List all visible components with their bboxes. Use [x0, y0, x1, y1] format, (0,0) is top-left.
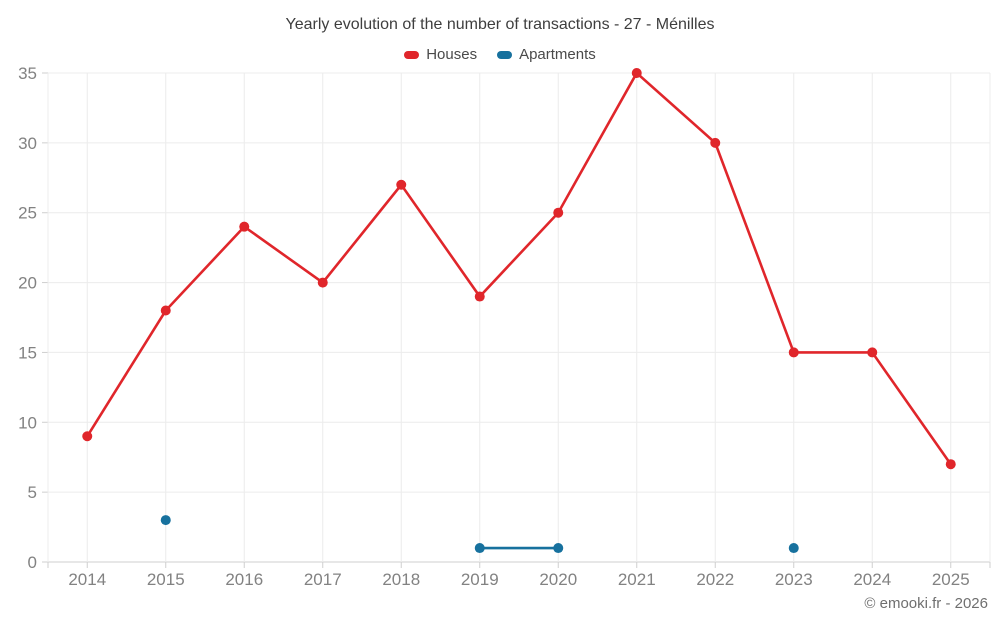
x-tick-label: 2014	[68, 570, 106, 589]
apartments-point-2023[interactable]	[788, 543, 799, 554]
x-tick-label: 2023	[775, 570, 813, 589]
houses-point-2023[interactable]	[788, 347, 799, 358]
houses-point-2014[interactable]	[82, 431, 93, 442]
y-tick-label: 0	[28, 553, 37, 572]
houses-point-2020[interactable]	[553, 207, 564, 218]
houses-series	[82, 68, 956, 470]
y-tick-label: 25	[18, 204, 37, 223]
apartments-point-2020[interactable]	[553, 543, 564, 554]
houses-point-2021[interactable]	[631, 68, 642, 78]
legend-item-houses[interactable]: Houses	[404, 46, 477, 63]
x-tick-label: 2017	[304, 570, 342, 589]
y-tick-label: 5	[28, 483, 37, 502]
y-tick-label: 35	[18, 64, 37, 83]
y-tick-label: 30	[18, 134, 37, 153]
x-tick-label: 2024	[853, 570, 891, 589]
y-grid-and-labels: 0 5 10 15 20 25 30 35	[18, 64, 990, 572]
houses-point-2015[interactable]	[160, 305, 171, 316]
apartments-point-2015[interactable]	[160, 515, 171, 526]
legend: Houses Apartments	[0, 46, 1000, 63]
x-tick-label: 2016	[225, 570, 263, 589]
x-grid-and-labels: 2014 2015 2016 2017 2018 2019 2020 2021 2022 2023…	[47, 73, 991, 589]
houses-point-2017[interactable]	[317, 277, 328, 288]
apartments-series	[160, 515, 799, 554]
x-tick-label: 2022	[696, 570, 734, 589]
chart-title: Yearly evolution of the number of transa…	[285, 16, 715, 33]
y-tick-label: 15	[18, 343, 37, 362]
houses-point-2025[interactable]	[945, 459, 956, 470]
x-tick-label: 2015	[147, 570, 185, 589]
legend-label: Houses	[426, 46, 478, 63]
apartments-point-2019[interactable]	[474, 543, 485, 554]
houses-swatch-icon	[404, 50, 420, 59]
x-tick-label: 2025	[932, 570, 970, 589]
y-tick-label: 20	[18, 274, 37, 293]
x-tick-label: 2018	[382, 570, 420, 589]
houses-point-2019[interactable]	[474, 291, 485, 302]
apartments-swatch-icon	[497, 50, 513, 59]
houses-point-2016[interactable]	[239, 221, 250, 232]
houses-point-2022[interactable]	[710, 137, 721, 148]
houses-point-2024[interactable]	[867, 347, 878, 358]
legend-label: Apartments	[519, 46, 596, 63]
y-tick-label: 10	[18, 413, 37, 432]
legend-item-apartments[interactable]: Apartments	[497, 46, 596, 63]
x-tick-label: 2019	[461, 570, 499, 589]
x-tick-label: 2021	[618, 570, 656, 589]
houses-point-2018[interactable]	[396, 179, 407, 190]
x-tick-label: 2020	[539, 570, 577, 589]
copyright-text: © emooki.fr - 2026	[864, 595, 988, 612]
houses-line	[86, 70, 952, 465]
